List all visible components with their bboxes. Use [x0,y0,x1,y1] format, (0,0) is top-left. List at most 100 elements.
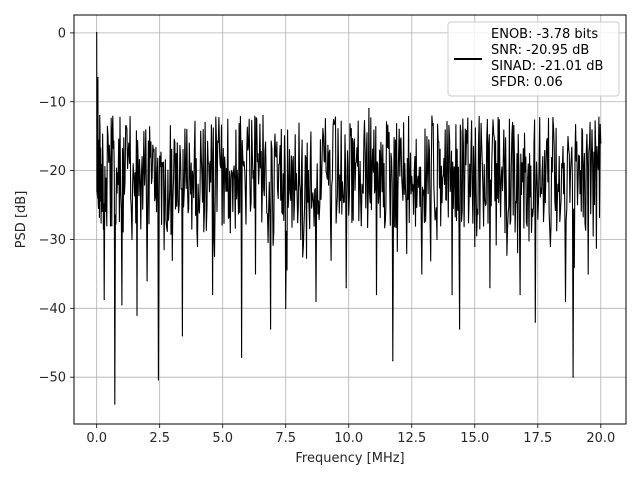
data-point [443,183,446,185]
data-point [300,238,302,241]
data-point [181,335,183,337]
data-point [126,128,128,130]
psd-series-line [96,32,602,405]
y-axis-label: PSD [dB] [14,191,29,249]
data-point [151,176,153,179]
axes-frame [73,14,627,425]
data-point [171,259,173,261]
y-tick-label: 0 [58,26,66,41]
data-point [237,183,239,185]
x-tick-label: 12.5 [397,431,426,446]
data-point [587,273,589,275]
data-point [557,183,559,185]
data-point [222,163,224,165]
x-tick-label: 15.0 [460,431,489,446]
data-point [131,238,133,241]
x-tick-label: 17.5 [523,431,552,446]
data-point [600,142,602,144]
data-point [580,170,582,172]
data-layer [96,31,602,405]
data-point [436,238,438,241]
data-point [511,121,514,124]
data-point [136,314,138,316]
data-point [345,287,347,289]
data-point [262,114,264,117]
data-point [549,245,551,247]
data-point [451,293,453,296]
data-point [176,142,178,144]
data-point [157,379,160,381]
data-point [204,121,206,124]
data-point [146,280,148,282]
data-point [496,197,499,199]
data-point [189,170,191,172]
data-point [107,135,109,137]
data-point [527,176,529,179]
data-point [504,231,506,234]
data-point [241,356,243,358]
data-point [121,304,123,306]
data-point [406,252,408,254]
x-tick-label: 0.0 [86,431,107,446]
data-point [322,135,325,137]
data-point [96,31,98,34]
y-tick-label: −30 [39,233,66,248]
data-point [466,142,468,144]
data-point [277,197,279,199]
data-point [368,108,370,110]
data-point [474,245,476,247]
data-point [572,376,574,378]
data-point [307,170,310,172]
x-tick-label: 7.5 [275,431,296,446]
x-axis-label: Frequency [MHz] [295,451,404,466]
data-point [375,293,378,296]
data-point [534,321,536,323]
data-point [99,114,101,117]
data-point [481,163,483,165]
legend-entry-sinad: SINAD: -21.01 dB [491,59,603,74]
y-tick-label: −50 [39,371,66,386]
data-point [392,360,394,362]
data-point [141,156,143,158]
data-point [459,328,461,330]
data-point [212,293,214,296]
data-point [196,245,199,247]
y-tick-label: −40 [39,302,66,317]
data-point [564,300,567,303]
data-point [111,225,113,227]
y-tick-label: −20 [39,164,66,179]
data-point [398,128,400,130]
x-tick-label: 20.0 [586,431,615,446]
legend-entry-snr: SNR: -20.95 dB [491,43,589,58]
data-point [101,190,103,192]
data-point [413,170,415,172]
data-point [103,298,105,300]
y-tick-label: −10 [39,95,66,110]
data-point [489,287,491,289]
data-point [595,149,597,151]
data-point [114,403,116,405]
data-point [519,293,521,296]
data-point [338,176,340,179]
data-point [117,183,119,185]
data-point [270,328,272,330]
x-tick-label: 2.5 [149,431,170,446]
data-point [254,273,257,275]
data-point [542,156,544,158]
data-point [360,225,362,227]
data-point [164,197,166,199]
data-point [315,300,317,303]
data-point [247,149,249,151]
data-point [330,259,332,261]
data-point [421,273,423,275]
legend-entry-sfdr: SFDR: 0.06 [491,75,563,90]
legend-text: ENOB: -3.78 bits SNR: -20.95 dB SINAD: -… [491,27,608,90]
ticks: 0.0 2.5 5.0 7.5 10.0 12.5 15.0 17.5 20.0 0 −10 −20 −… [39,26,616,446]
data-point [292,156,294,158]
data-point [229,231,231,234]
legend: ENOB: -3.78 bits SNR: -20.95 dB SINAD: -… [447,21,620,97]
x-tick-label: 5.0 [212,431,233,446]
data-point [353,142,355,144]
